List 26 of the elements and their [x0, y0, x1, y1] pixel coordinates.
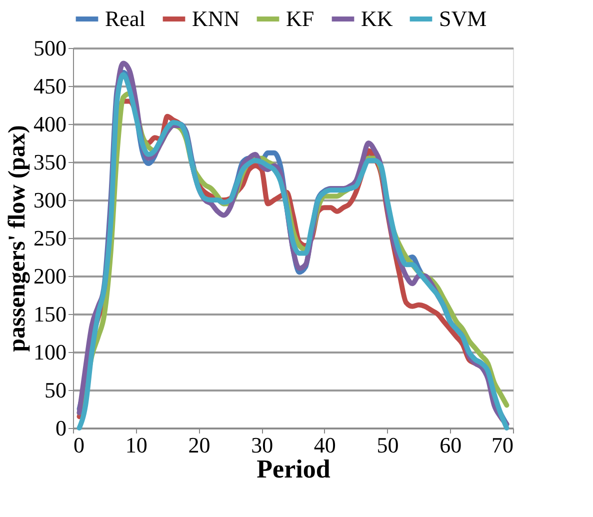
y-tick-label: 100 [34, 340, 66, 364]
legend-label: SVM [439, 6, 487, 31]
y-tick-label: 50 [44, 378, 66, 402]
x-tick-label: 60 [440, 432, 462, 458]
legend-label: Real [105, 6, 146, 31]
x-tick-label: 20 [188, 432, 210, 458]
y-tick-label: 150 [34, 302, 66, 326]
y-tick-label: 350 [34, 150, 66, 174]
x-tick-label: 10 [125, 432, 148, 458]
x-tick-label: 70 [492, 432, 514, 458]
x-tick-label: 30 [251, 432, 274, 458]
legend-label: KF [286, 6, 314, 31]
y-axis-title: passengers' flow (pax) [4, 125, 30, 352]
y-tick-label: 450 [34, 74, 66, 98]
y-tick-label: 500 [34, 36, 66, 60]
x-tick-label: 40 [314, 432, 336, 458]
x-tick-label: 50 [376, 432, 399, 458]
y-tick-label: 300 [34, 188, 66, 212]
y-tick-label: 200 [34, 264, 66, 288]
y-tick-label: 250 [34, 226, 66, 250]
y-tick-label: 0 [56, 416, 66, 440]
x-axis-title: Period [256, 454, 331, 484]
legend-label: KNN [192, 6, 240, 31]
x-tick-label: 0 [74, 432, 84, 458]
legend-label: KK [361, 6, 393, 31]
y-tick-label: 400 [34, 112, 66, 136]
